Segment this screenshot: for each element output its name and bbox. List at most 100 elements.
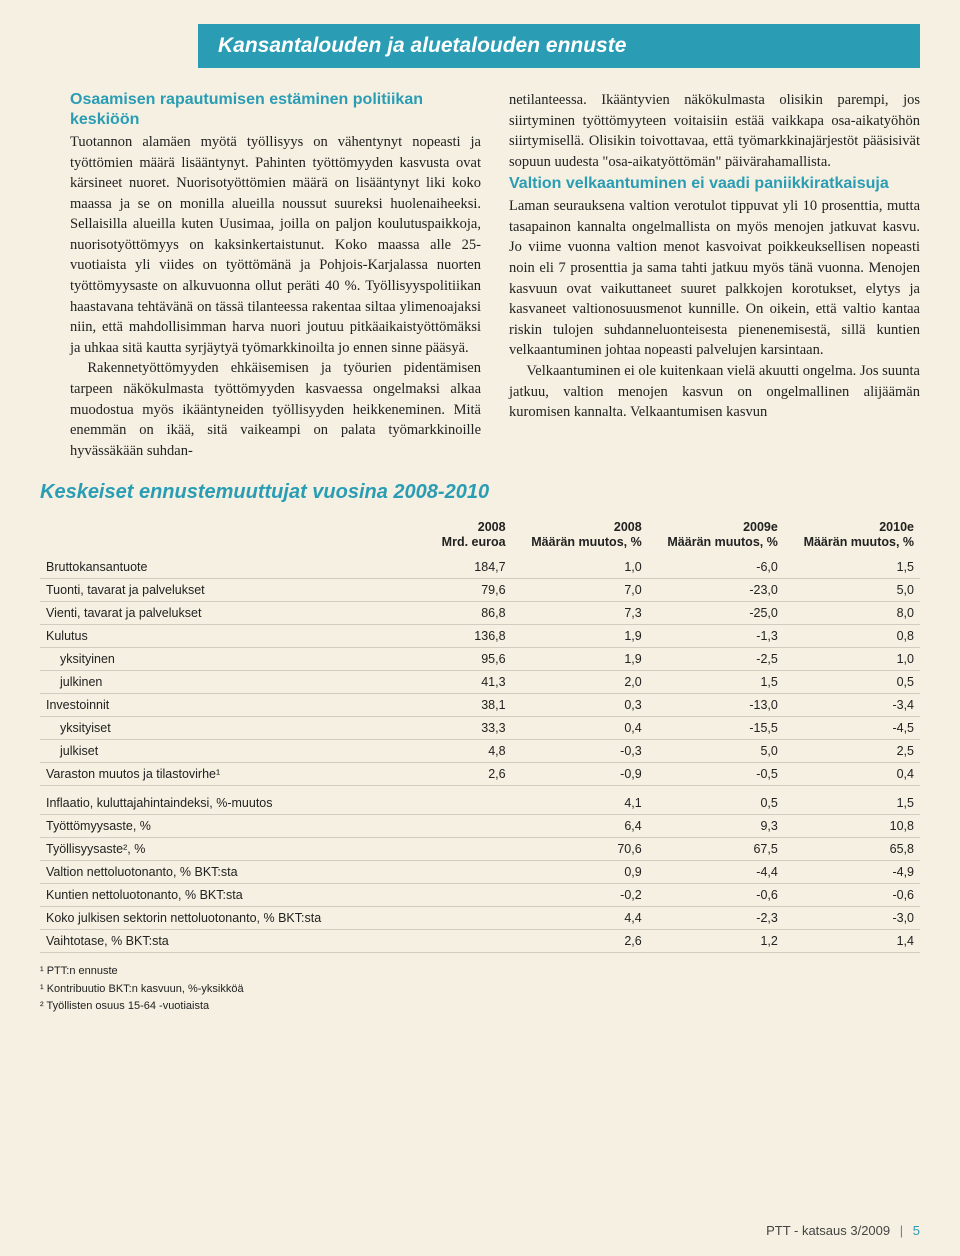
cell: -6,0 bbox=[648, 556, 784, 579]
cell: -23,0 bbox=[648, 579, 784, 602]
col-0 bbox=[40, 518, 427, 556]
table-row: Työttömyysaste, %6,49,310,8 bbox=[40, 815, 920, 838]
cell: -13,0 bbox=[648, 694, 784, 717]
page-number: 5 bbox=[913, 1223, 920, 1238]
row-label: Kulutus bbox=[40, 625, 427, 648]
cell: 1,4 bbox=[784, 930, 920, 953]
table-row: Valtion nettoluotonanto, % BKT:sta0,9-4,… bbox=[40, 861, 920, 884]
cell: -0,9 bbox=[512, 763, 648, 786]
table-row: Koko julkisen sektorin nettoluotonanto, … bbox=[40, 907, 920, 930]
table-row: Vaihtotase, % BKT:sta2,61,21,4 bbox=[40, 930, 920, 953]
table-row: Kulutus136,81,9-1,30,8 bbox=[40, 625, 920, 648]
left-body: Tuotannon alamäen myötä työllisyys on vä… bbox=[70, 132, 481, 461]
table-row: Investoinnit38,10,3-13,0-3,4 bbox=[40, 694, 920, 717]
cell: -0,5 bbox=[648, 763, 784, 786]
table-row: Bruttokansantuote184,71,0-6,01,5 bbox=[40, 556, 920, 579]
cell: 1,2 bbox=[648, 930, 784, 953]
section-title: Kansantalouden ja aluetalouden ennuste bbox=[218, 34, 626, 57]
right-column: netilanteessa. Ikääntyvien näkökulmasta … bbox=[509, 90, 920, 461]
cell: -0,6 bbox=[648, 884, 784, 907]
cell: 1,5 bbox=[784, 556, 920, 579]
cell: -2,5 bbox=[648, 648, 784, 671]
section-header: Kansantalouden ja aluetalouden ennuste bbox=[198, 24, 920, 68]
table-row: Vienti, tavarat ja palvelukset86,87,3-25… bbox=[40, 602, 920, 625]
cell: -25,0 bbox=[648, 602, 784, 625]
cell: 1,5 bbox=[648, 671, 784, 694]
right-p1: netilanteessa. Ikääntyvien näkökulmasta … bbox=[509, 90, 920, 172]
table-header-row: 2008Mrd. euroa 2008Määrän muutos, % 2009… bbox=[40, 518, 920, 556]
row-label: Varaston muutos ja tilastovirhe¹ bbox=[40, 763, 427, 786]
cell: 1,5 bbox=[784, 786, 920, 815]
row-label: Inflaatio, kuluttajahintaindeksi, %-muut… bbox=[40, 786, 427, 815]
right-body: netilanteessa. Ikääntyvien näkökulmasta … bbox=[509, 90, 920, 423]
row-label: julkinen bbox=[40, 671, 427, 694]
cell: 70,6 bbox=[512, 838, 648, 861]
cell: -2,3 bbox=[648, 907, 784, 930]
cell: 1,0 bbox=[784, 648, 920, 671]
right-p2: Laman seurauksena valtion verotulot tipp… bbox=[509, 196, 920, 361]
cell: -0,2 bbox=[512, 884, 648, 907]
table-row: yksityinen95,61,9-2,51,0 bbox=[40, 648, 920, 671]
cell bbox=[427, 861, 511, 884]
row-label: yksityinen bbox=[40, 648, 427, 671]
cell bbox=[427, 930, 511, 953]
table-row: Työllisyysaste², %70,667,565,8 bbox=[40, 838, 920, 861]
cell: 33,3 bbox=[427, 717, 511, 740]
cell: 2,5 bbox=[784, 740, 920, 763]
right-subhead: Valtion velkaantuminen ei vaadi paniikki… bbox=[509, 174, 920, 194]
col-1: 2008Mrd. euroa bbox=[427, 518, 511, 556]
cell: -4,9 bbox=[784, 861, 920, 884]
cell: 0,5 bbox=[784, 671, 920, 694]
cell: -3,4 bbox=[784, 694, 920, 717]
row-label: Koko julkisen sektorin nettoluotonanto, … bbox=[40, 907, 427, 930]
row-label: Investoinnit bbox=[40, 694, 427, 717]
cell: 1,0 bbox=[512, 556, 648, 579]
forecast-table-section: Keskeiset ennustemuuttujat vuosina 2008-… bbox=[40, 481, 920, 1016]
row-label: yksityiset bbox=[40, 717, 427, 740]
left-subhead: Osaamisen rapautumisen estäminen politii… bbox=[70, 90, 481, 130]
col-2: 2008Määrän muutos, % bbox=[512, 518, 648, 556]
footnote-3: ² Työllisten osuus 15-64 -vuotiaista bbox=[40, 998, 920, 1016]
cell: 0,3 bbox=[512, 694, 648, 717]
left-p2: Rakennetyöttömyyden ehkäisemisen ja työu… bbox=[70, 358, 481, 461]
cell: 5,0 bbox=[648, 740, 784, 763]
table-footnotes: ¹ PTT:n ennuste ¹ Kontribuutio BKT:n kas… bbox=[40, 963, 920, 1016]
row-label: Valtion nettoluotonanto, % BKT:sta bbox=[40, 861, 427, 884]
left-column: Osaamisen rapautumisen estäminen politii… bbox=[70, 90, 481, 461]
cell: 5,0 bbox=[784, 579, 920, 602]
cell bbox=[427, 884, 511, 907]
cell bbox=[427, 838, 511, 861]
table-row: yksityiset33,30,4-15,5-4,5 bbox=[40, 717, 920, 740]
cell: 7,0 bbox=[512, 579, 648, 602]
cell: 79,6 bbox=[427, 579, 511, 602]
table-row: Varaston muutos ja tilastovirhe¹2,6-0,9-… bbox=[40, 763, 920, 786]
row-label: Työttömyysaste, % bbox=[40, 815, 427, 838]
row-label: Työllisyysaste², % bbox=[40, 838, 427, 861]
footer-separator: | bbox=[900, 1223, 903, 1238]
cell: 2,0 bbox=[512, 671, 648, 694]
cell: 10,8 bbox=[784, 815, 920, 838]
table-row: Kuntien nettoluotonanto, % BKT:sta-0,2-0… bbox=[40, 884, 920, 907]
cell: 41,3 bbox=[427, 671, 511, 694]
row-label: Bruttokansantuote bbox=[40, 556, 427, 579]
table-row: julkinen41,32,01,50,5 bbox=[40, 671, 920, 694]
cell: 0,5 bbox=[648, 786, 784, 815]
row-label: julkiset bbox=[40, 740, 427, 763]
cell: 7,3 bbox=[512, 602, 648, 625]
cell: -4,5 bbox=[784, 717, 920, 740]
cell: 2,6 bbox=[512, 930, 648, 953]
right-p3: Velkaantuminen ei ole kuitenkaan vielä a… bbox=[509, 361, 920, 423]
table-title: Keskeiset ennustemuuttujat vuosina 2008-… bbox=[40, 481, 920, 504]
cell: 184,7 bbox=[427, 556, 511, 579]
forecast-table: 2008Mrd. euroa 2008Määrän muutos, % 2009… bbox=[40, 518, 920, 953]
cell: 38,1 bbox=[427, 694, 511, 717]
page-footer: PTT - katsaus 3/2009 | 5 bbox=[766, 1223, 920, 1238]
two-column-body: Osaamisen rapautumisen estäminen politii… bbox=[0, 90, 960, 461]
left-p1: Tuotannon alamäen myötä työllisyys on vä… bbox=[70, 132, 481, 358]
table-row: Inflaatio, kuluttajahintaindeksi, %-muut… bbox=[40, 786, 920, 815]
cell: 0,9 bbox=[512, 861, 648, 884]
table-row: Tuonti, tavarat ja palvelukset79,67,0-23… bbox=[40, 579, 920, 602]
cell: 6,4 bbox=[512, 815, 648, 838]
cell: -4,4 bbox=[648, 861, 784, 884]
cell: 8,0 bbox=[784, 602, 920, 625]
